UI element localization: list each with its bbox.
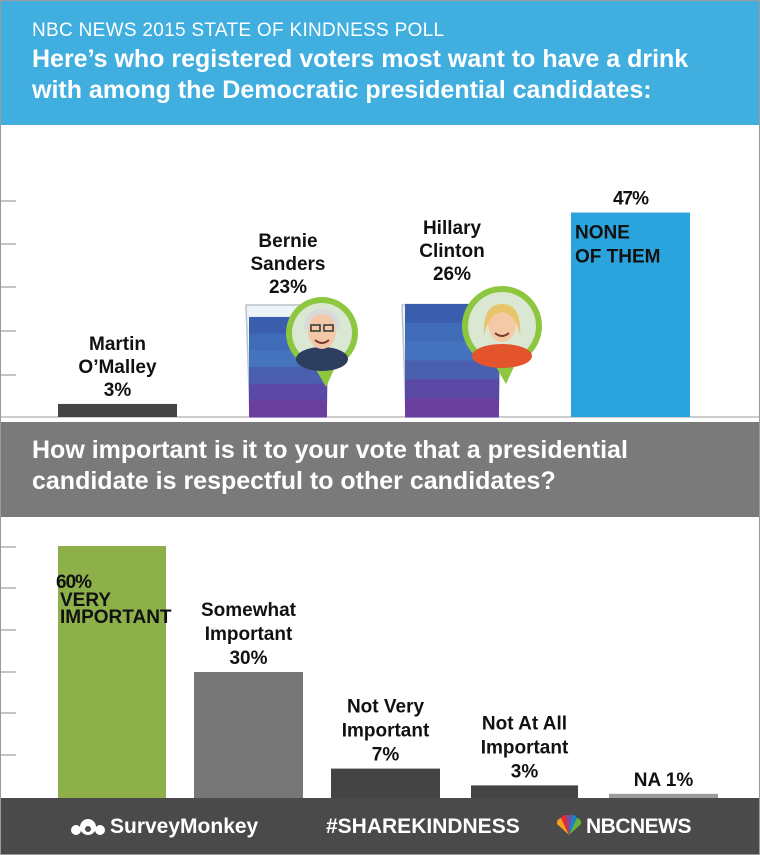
clinton-portrait-hair	[483, 304, 521, 336]
nbc-peacock-icon	[556, 815, 582, 835]
chart2-label-1-0: Somewhat	[201, 600, 297, 621]
chart2-bar-0	[58, 546, 166, 798]
hashtag-text: #SHAREKINDNESS	[326, 815, 520, 838]
clinton-portrait-shoulders	[472, 344, 532, 368]
chart1-bar-2-glass-liquid-5	[405, 398, 499, 418]
chart1-label-0-2: 3%	[104, 380, 132, 401]
chart2-label-2-1: Important	[342, 721, 430, 742]
header-banner: NBC NEWS 2015 STATE OF KINDNESS POLL Her…	[0, 0, 760, 125]
sanders-portrait-hair	[303, 309, 341, 330]
chart2-label-3-1: Important	[481, 737, 569, 758]
sanders-portrait-glasses-r	[323, 324, 334, 332]
surveymonkey-logo-icon	[71, 819, 105, 835]
chart2-bar-4	[609, 793, 718, 798]
poll-kicker: NBC NEWS 2015 STATE OF KINDNESS POLL	[32, 20, 445, 41]
chart2-label-3-2: 3%	[511, 761, 539, 782]
chart1-label-3-0: 47%	[613, 189, 649, 210]
chart1-label-1-2: 23%	[269, 277, 307, 298]
chart2-label-0-0: 60%	[56, 572, 92, 593]
chart1-label-1-0: Bernie	[258, 231, 317, 252]
nbc-news-wordmark: NBCNEWS	[586, 815, 692, 838]
chart1-bar-0	[58, 403, 177, 417]
chart1-label-0-0: Martin	[89, 334, 146, 355]
chart1-bar-1-glass-liquid-4	[249, 383, 327, 401]
chart2-label-3-0: Not At All	[482, 713, 567, 734]
chart2-question: How important is it to your vote that a …	[32, 436, 628, 495]
chart2-label-0-2: IMPORTANT	[60, 607, 172, 628]
sanders-portrait	[286, 297, 358, 387]
chart1-label-0-1: O’Malley	[78, 357, 157, 378]
chart1-bar-2-glass-liquid-4	[405, 379, 499, 399]
sanders-portrait-shoulders	[296, 347, 348, 371]
chart1-bar-3	[571, 212, 690, 417]
chart1-label-2-2: 26%	[433, 264, 471, 285]
chart1-bar-1-glass-liquid-5	[249, 400, 327, 418]
chart2-bar-1	[194, 672, 303, 798]
footer-bar: SurveyMonkey #SHAREKINDNESS NBCNEWS	[0, 798, 760, 855]
chart2-label-4-0: NA 1%	[634, 770, 694, 791]
chart2-label-2-0: Not Very	[347, 697, 425, 718]
chart1-label-2-1: Clinton	[419, 241, 484, 262]
sanders-portrait-smile	[314, 339, 330, 344]
clinton-portrait-smile	[494, 332, 510, 337]
sanders-portrait-glasses-l	[310, 324, 321, 332]
chart2-label-1-2: 30%	[229, 648, 267, 669]
chart2-bar-3	[471, 785, 578, 798]
chart2-bar-2	[331, 768, 440, 798]
clinton-portrait	[462, 286, 542, 384]
chart2-label-2-2: 7%	[372, 745, 400, 766]
chart1-label-2-0: Hillary	[423, 218, 482, 239]
chart1-label-3-2: OF THEM	[575, 247, 661, 268]
chart1-label-3-1: NONE	[575, 223, 630, 244]
chart1-label-1-1: Sanders	[251, 254, 326, 275]
question-band: How important is it to your vote that a …	[0, 422, 760, 517]
chart2-label-0-1: VERY	[60, 590, 111, 611]
surveymonkey-wordmark: SurveyMonkey	[110, 815, 259, 838]
chart2-label-1-1: Important	[205, 624, 293, 645]
chart1-bar-1-glass-liquid-3	[249, 366, 327, 385]
chart1-headline: Here’s who registered voters most want t…	[32, 45, 689, 104]
chart1-bar-2-glass-liquid-3	[405, 360, 499, 380]
